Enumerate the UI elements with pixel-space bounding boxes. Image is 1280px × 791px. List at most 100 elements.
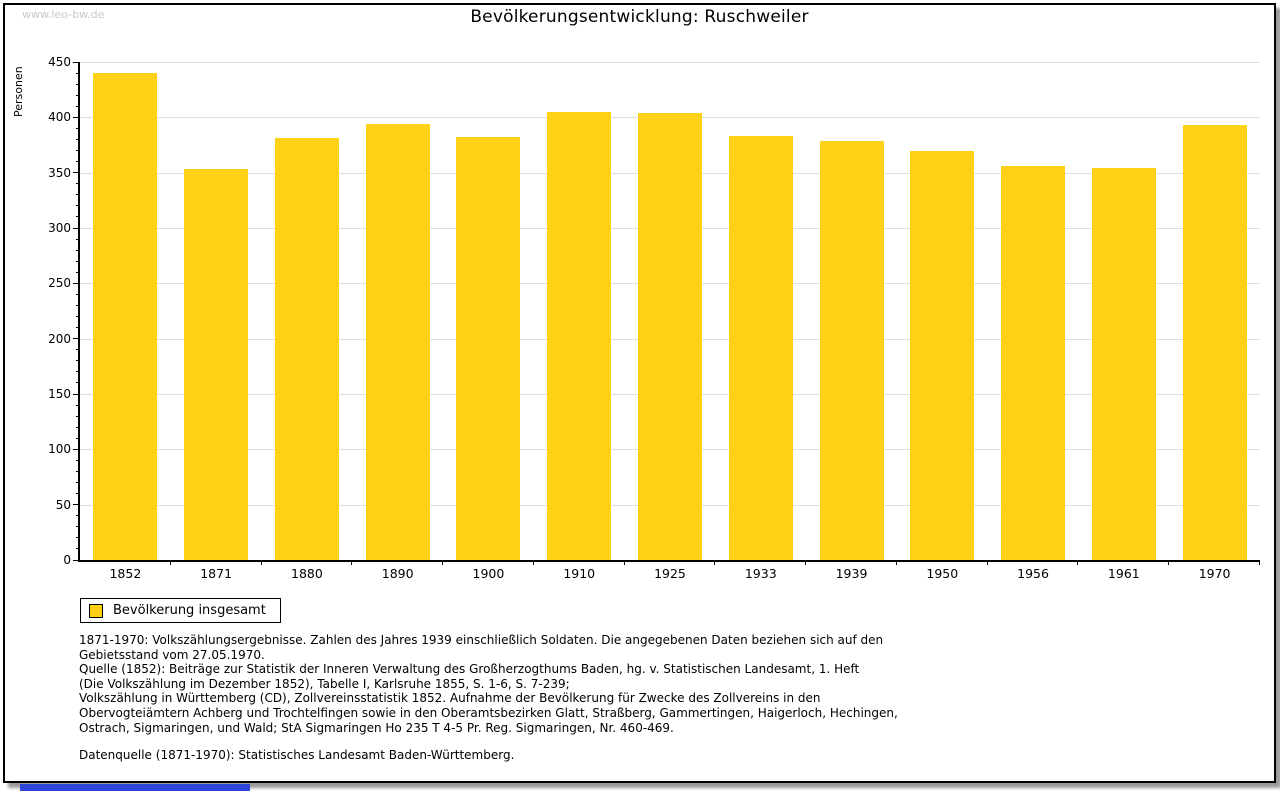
y-minor-tick [76,216,80,218]
bar-1939 [819,140,884,560]
x-label-1900: 1900 [472,566,505,581]
note-line-5: Volkszählung in Württemberg (CD), Zollve… [79,691,821,706]
y-minor-tick [76,526,80,528]
legend-label: Bevölkerung insgesamt [113,603,266,618]
y-minor-tick [76,293,80,295]
y-axis-label: Personen [12,66,25,117]
y-tick-label-50: 50 [55,497,71,512]
y-tick-400 [73,116,80,118]
notes-lines: 1871-1970: Volkszählungsergebnisse. Zahl… [79,633,898,735]
y-tick-label-450: 450 [48,55,71,69]
bar-1925 [638,112,702,560]
bar-1890 [365,123,430,560]
y-minor-tick [76,194,80,196]
y-minor-tick [76,72,80,74]
x-label-1961: 1961 [1107,566,1140,581]
x-tick [1077,560,1079,565]
x-label-1871: 1871 [200,566,233,581]
note-line-3: Quelle (1852): Beiträge zur Statistik de… [79,662,860,677]
x-tick [986,560,988,565]
y-minor-tick [76,404,80,406]
y-tick-label-0: 0 [63,553,71,567]
x-label-1880: 1880 [291,566,323,581]
bar-1900 [456,137,521,560]
x-tick [1259,560,1260,565]
y-minor-tick [76,349,80,351]
y-tick-100 [73,448,80,450]
x-label-1910: 1910 [563,566,596,581]
y-minor-tick [76,271,80,273]
y-tick-label-200: 200 [48,331,71,346]
bar-1950 [910,150,975,560]
bar-1880 [274,138,339,560]
legend: Bevölkerung insgesamt [80,598,281,623]
note-line-6: Obervogteiämtern Achberg und Trochtelfin… [79,705,898,720]
note-line-1: 1871-1970: Volkszählungsergebnisse. Zahl… [79,633,884,647]
x-label-1933: 1933 [744,566,777,581]
x-tick [623,560,625,565]
y-minor-tick [76,482,80,484]
x-tick [351,560,353,565]
y-minor-tick [76,304,80,306]
y-minor-tick [76,127,80,129]
note-line-7: Ostrach, Sigmaringen, und Wald; StA Sigm… [79,720,674,735]
watermark: www.leo-bw.de [22,8,105,21]
y-minor-tick [76,382,80,384]
x-label-1939: 1939 [835,566,868,581]
y-minor-tick [76,150,80,152]
y-tick-label-150: 150 [48,387,71,401]
y-tick-250 [73,282,80,284]
y-minor-tick [76,249,80,251]
y-minor-tick [76,415,80,417]
y-minor-tick [76,548,80,550]
y-tick-label-300: 300 [48,221,71,235]
y-minor-tick [76,426,80,428]
bar-1961 [1091,168,1156,560]
y-minor-tick [76,437,80,439]
bar-1910 [547,111,612,560]
y-minor-tick [76,161,80,163]
y-minor-tick [76,94,80,96]
bar-1852 [93,73,158,560]
datasource-note: Datenquelle (1871-1970): Statistisches L… [79,748,515,763]
chart-page: www.leo-bw.de Bevölkerungsentwicklung: R… [3,3,1276,783]
y-minor-tick [76,105,80,107]
x-label-1956: 1956 [1017,566,1049,581]
x-tick [442,560,444,565]
y-tick-label-250: 250 [48,276,71,291]
y-tick-200 [73,338,80,340]
y-minor-tick [76,183,80,185]
y-tick-label-100: 100 [48,442,71,457]
y-minor-tick [76,327,80,329]
y-minor-tick [76,360,80,362]
legend-swatch [89,603,103,618]
y-minor-tick [76,515,80,517]
x-tick [260,560,262,565]
y-tick-label-400: 400 [48,110,71,125]
y-minor-tick [76,138,80,140]
bar-1871 [184,169,249,560]
x-label-1890: 1890 [381,566,414,581]
bottom-blue-bar [20,784,250,791]
y-tick-50 [73,504,80,506]
bar-1970 [1182,125,1247,560]
y-minor-tick [76,205,80,207]
note-line-2: Gebietsstand vom 27.05.1970. [79,647,265,662]
y-tick-label-350: 350 [48,165,71,180]
y-minor-tick [76,493,80,495]
x-tick [895,560,897,565]
y-minor-tick [76,83,80,85]
y-tick-0 [73,559,80,561]
x-tick [532,560,534,565]
x-label-1970: 1970 [1198,566,1231,581]
x-label-1950: 1950 [926,566,959,581]
y-minor-tick [76,459,80,461]
y-tick-350 [73,172,80,174]
y-tick-150 [73,393,80,395]
y-minor-tick [76,537,80,539]
bar-1933 [728,136,793,560]
chart-title: Bevölkerungsentwicklung: Ruschweiler [470,7,809,27]
y-minor-tick [76,470,80,472]
y-minor-tick [76,238,80,240]
x-tick [1168,560,1170,565]
